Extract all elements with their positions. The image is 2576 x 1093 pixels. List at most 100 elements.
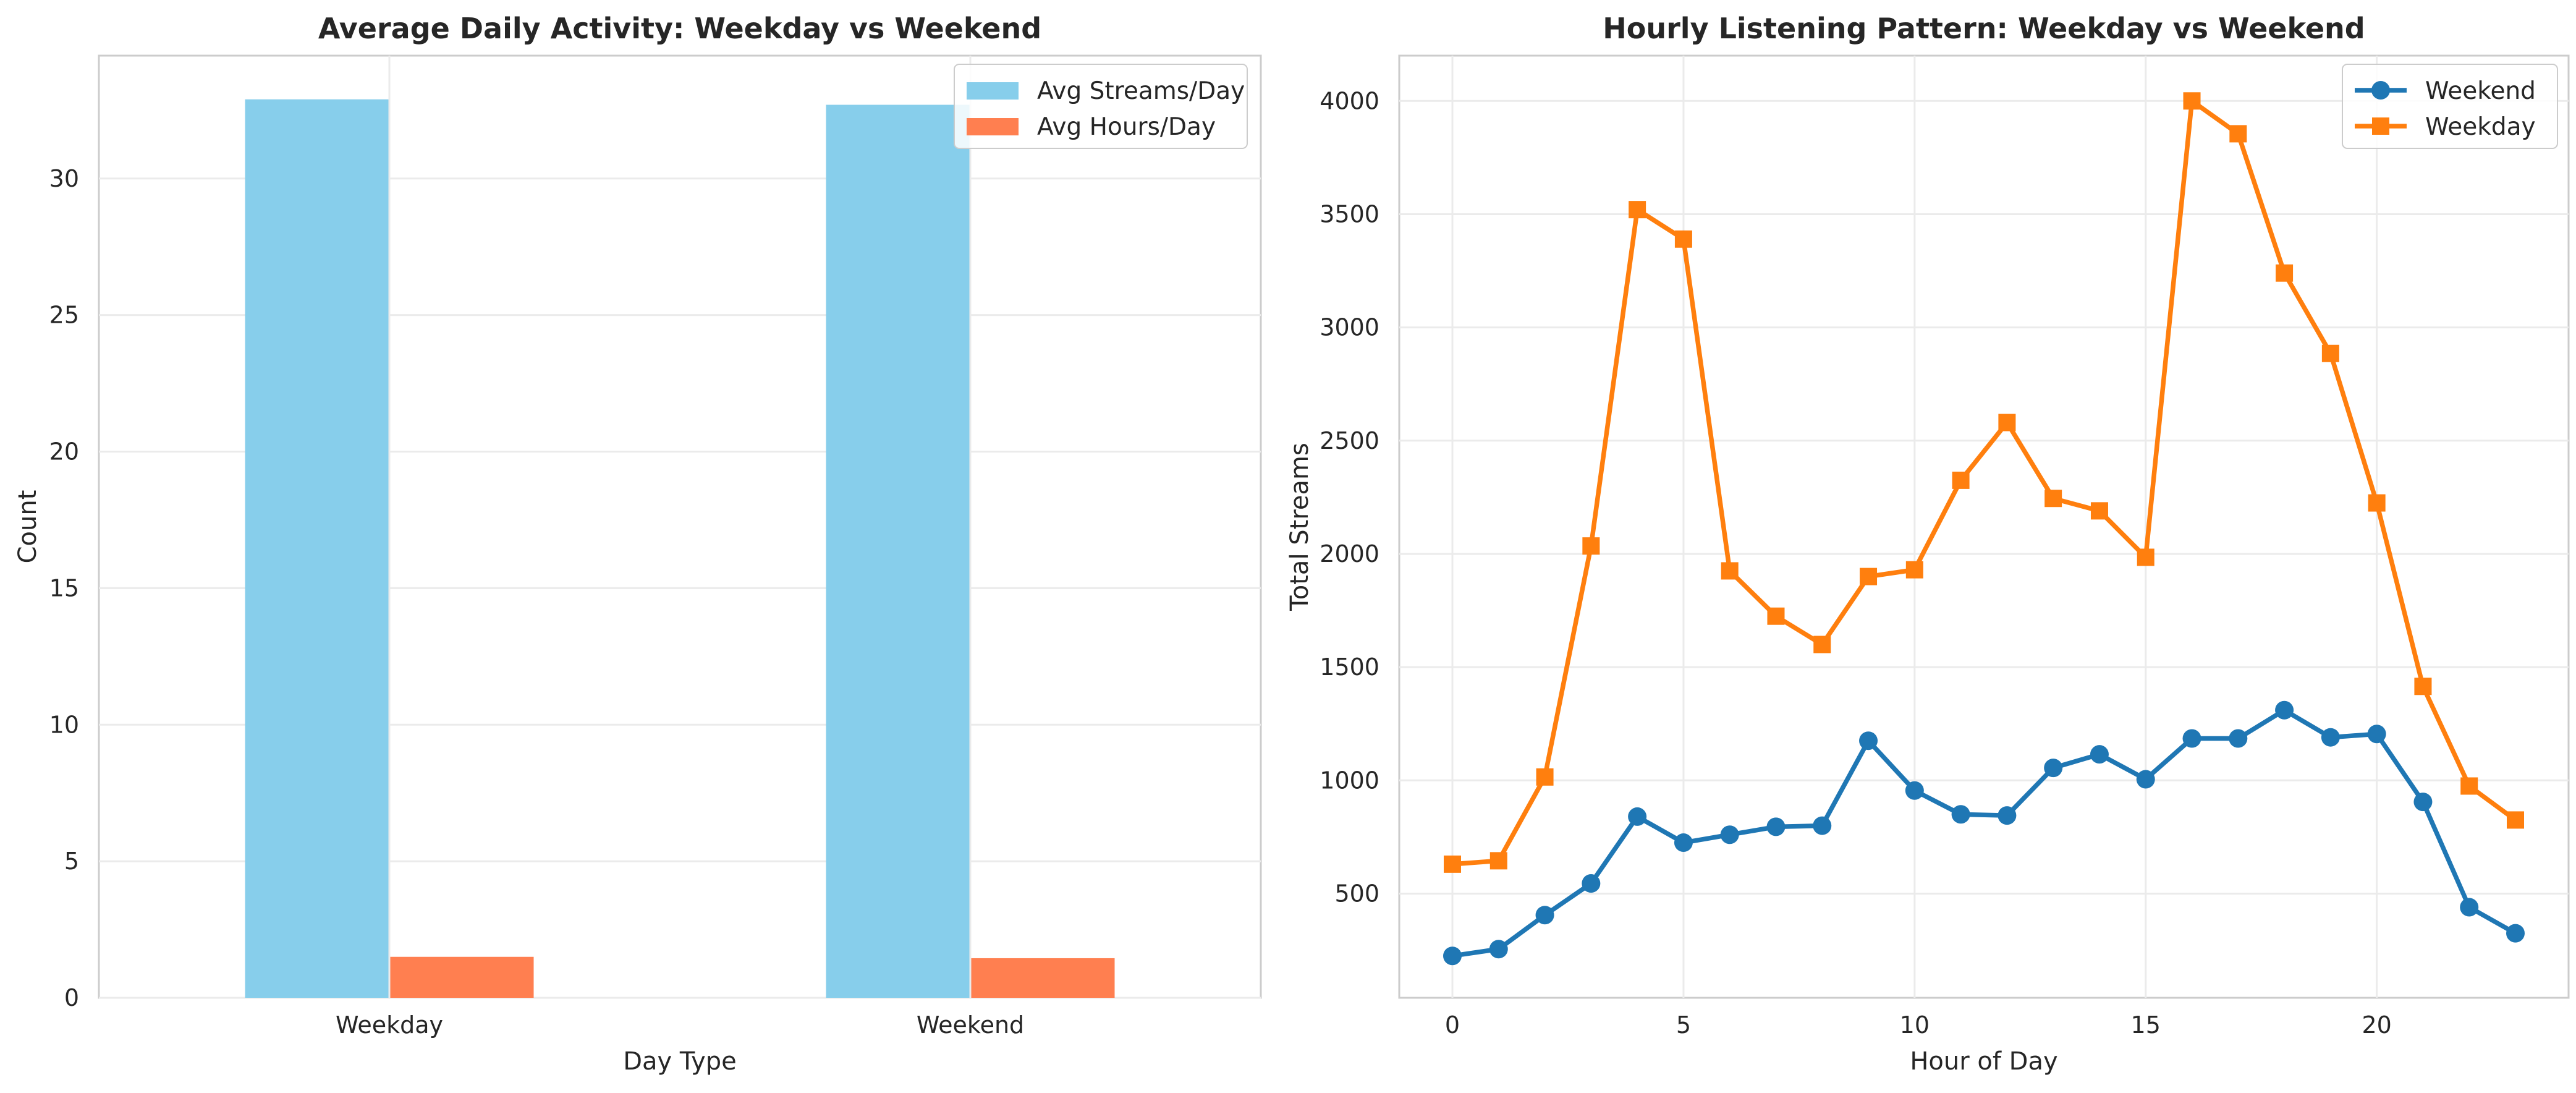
line-chart-x-axis-label: Hour of Day xyxy=(1910,1047,2057,1076)
data-point xyxy=(2276,264,2294,282)
bar-chart-bars xyxy=(245,99,1115,998)
data-point xyxy=(2321,344,2339,362)
y-tick-label: 1500 xyxy=(1320,653,1379,681)
data-point xyxy=(2413,793,2433,812)
legend-marker xyxy=(2372,117,2389,135)
x-tick-label: 15 xyxy=(2131,1011,2161,1039)
line-chart-y-axis-label: Total Streams xyxy=(1286,443,1314,611)
y-tick-label: 5 xyxy=(64,848,79,875)
x-tick-label: 10 xyxy=(1900,1011,1930,1039)
data-point xyxy=(2090,745,2109,764)
data-point xyxy=(1721,562,1739,580)
bar-chart-legend: Avg Streams/Day Avg Hours/Day xyxy=(954,64,1248,149)
y-tick-label: 3500 xyxy=(1320,200,1379,228)
data-point xyxy=(1629,201,1646,219)
y-tick-label: 500 xyxy=(1334,880,1379,907)
data-point xyxy=(1766,817,1786,836)
data-point xyxy=(1952,471,1970,489)
data-point xyxy=(1443,946,1462,966)
data-point xyxy=(2460,777,2478,795)
data-point xyxy=(1767,607,1785,625)
y-tick-label: 15 xyxy=(49,574,79,602)
data-point xyxy=(2460,898,2479,917)
bar xyxy=(826,104,970,998)
data-point xyxy=(1535,906,1554,925)
data-point xyxy=(1536,768,1554,786)
data-point xyxy=(2507,811,2524,829)
data-point xyxy=(1628,807,1647,826)
x-tick-label: 5 xyxy=(1676,1011,1691,1039)
data-point xyxy=(2090,502,2108,520)
data-point xyxy=(1582,874,1601,893)
bar-chart-panel: 0 5 10 15 20 25 30 Weekday Weekend Average Daily… xyxy=(14,12,1262,1076)
legend-box xyxy=(954,64,1248,149)
y-tick-label: 2500 xyxy=(1320,427,1379,454)
data-point xyxy=(1905,561,1923,579)
bar xyxy=(971,958,1115,998)
bar-chart-title: Average Daily Activity: Weekday vs Weeke… xyxy=(318,12,1041,45)
y-tick-label: 3000 xyxy=(1320,314,1379,341)
legend-label: Avg Hours/Day xyxy=(1037,113,1216,141)
x-tick-label: 20 xyxy=(2362,1011,2391,1039)
bar xyxy=(390,956,534,998)
data-point xyxy=(2275,700,2294,720)
data-point xyxy=(2367,725,2386,744)
data-point xyxy=(1951,805,1970,824)
legend-marker xyxy=(2371,81,2390,100)
data-point xyxy=(1582,537,1600,555)
data-point xyxy=(2136,770,2155,789)
y-tick-label: 4000 xyxy=(1320,87,1379,114)
line-chart-title: Hourly Listening Pattern: Weekday vs Wee… xyxy=(1603,12,2365,45)
data-point xyxy=(2368,494,2386,512)
data-point xyxy=(2183,92,2201,110)
data-point xyxy=(2229,729,2248,748)
line-chart-gridlines xyxy=(1399,56,2569,998)
data-point xyxy=(2044,490,2062,508)
bar xyxy=(245,99,389,998)
x-tick-label: Weekend xyxy=(917,1011,1024,1039)
x-tick-label: 0 xyxy=(1445,1011,1460,1039)
y-tick-label: 2000 xyxy=(1320,540,1379,568)
y-tick-label: 30 xyxy=(49,165,79,192)
y-tick-label: 20 xyxy=(49,438,79,466)
y-tick-label: 25 xyxy=(49,302,79,329)
line-chart-ticks: 500 1000 1500 2000 2500 3000 3500 4000 0 5 10 15 20 xyxy=(1320,87,2392,1039)
legend-label: Avg Streams/Day xyxy=(1037,77,1245,105)
data-point xyxy=(2182,729,2201,748)
y-tick-label: 10 xyxy=(49,711,79,738)
data-point xyxy=(1998,414,2016,432)
data-point xyxy=(2414,678,2432,695)
legend-swatch xyxy=(967,82,1019,100)
data-point xyxy=(1489,852,1507,870)
line-chart-legend: Weekend Weekday xyxy=(2342,64,2558,149)
data-point xyxy=(1489,940,1508,959)
data-point xyxy=(1998,806,2017,825)
data-point xyxy=(2229,125,2247,143)
series-line xyxy=(1452,98,2517,867)
x-tick-label: Weekday xyxy=(336,1011,443,1039)
data-point xyxy=(2506,924,2525,943)
legend-swatch xyxy=(967,118,1019,135)
data-point xyxy=(1720,825,1739,844)
y-tick-label: 0 xyxy=(64,984,79,1011)
bar-chart-y-axis-label: Count xyxy=(14,490,42,564)
data-point xyxy=(1444,855,1461,873)
line-chart-series xyxy=(1443,92,2525,966)
data-point xyxy=(1859,731,1878,751)
bar-chart-x-axis-label: Day Type xyxy=(623,1047,737,1076)
data-point xyxy=(1674,833,1693,853)
data-point xyxy=(2044,759,2063,778)
line-chart-plot-area xyxy=(1398,54,2570,999)
legend-label: Weekday xyxy=(2425,113,2536,141)
data-point xyxy=(1813,636,1831,653)
legend-label: Weekend xyxy=(2425,77,2536,105)
data-point xyxy=(1813,816,1832,835)
data-point xyxy=(1860,568,1878,585)
data-point xyxy=(1674,230,1692,248)
bar-chart-ticks: 0 5 10 15 20 25 30 Weekday Weekend xyxy=(49,165,1025,1039)
data-point xyxy=(2321,728,2340,747)
data-point xyxy=(2137,548,2154,566)
y-tick-label: 1000 xyxy=(1320,767,1379,794)
